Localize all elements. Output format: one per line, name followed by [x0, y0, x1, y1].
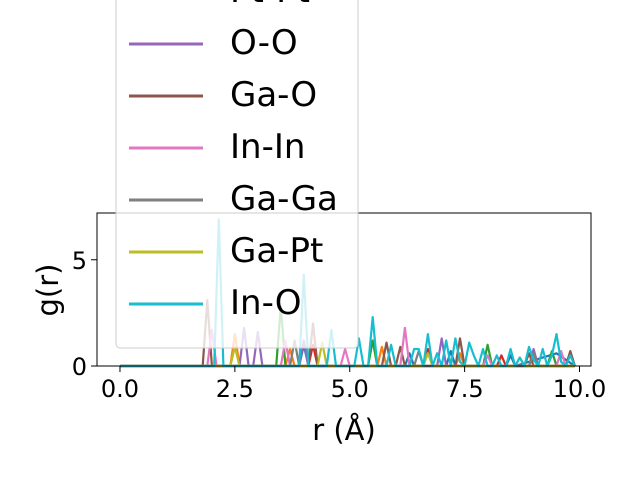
- x-tick-label: 10.0: [553, 375, 606, 403]
- x-axis-ticks: 0.0 2.5 5.0 7.5 10.0: [101, 366, 606, 403]
- legend: Pt-Pt O-O Ga-O In-In Ga-Ga Ga-Pt In-O: [115, 0, 359, 349]
- x-tick-label: 5.0: [331, 375, 369, 403]
- y-axis-ticks: 05: [72, 247, 97, 381]
- legend-label: Ga-O: [230, 75, 317, 115]
- x-axis-label: r (Å): [312, 413, 376, 447]
- y-axis-label: g(r): [31, 264, 65, 317]
- y-tick-label: 5: [72, 247, 87, 275]
- legend-label: Ga-Pt: [230, 231, 323, 271]
- legend-box: [115, 0, 359, 349]
- x-tick-label: 7.5: [446, 375, 484, 403]
- legend-label: In-O: [230, 283, 302, 323]
- legend-label: Ga-Ga: [230, 179, 338, 219]
- y-tick-label: 0: [72, 353, 87, 381]
- legend-label: In-In: [230, 127, 305, 167]
- x-tick-label: 0.0: [101, 375, 139, 403]
- legend-label: O-O: [230, 23, 298, 63]
- legend-label: Pt-Pt: [230, 0, 310, 11]
- x-tick-label: 2.5: [216, 375, 254, 403]
- series-line-pt-pt: [120, 343, 575, 368]
